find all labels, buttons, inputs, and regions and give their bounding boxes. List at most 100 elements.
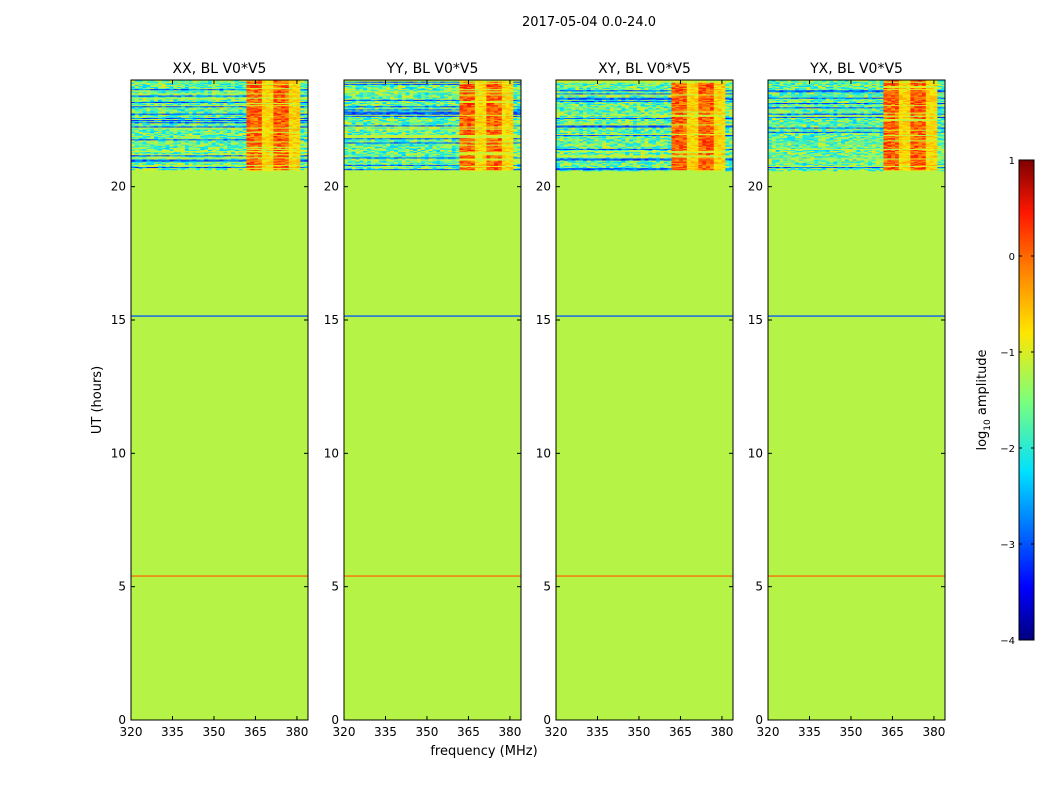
heatmap-cell [374,167,380,170]
heatmap-cell [223,103,228,106]
heatmap-cell [269,161,274,163]
heatmap-cell [207,106,213,109]
heatmap-cell [401,155,407,158]
heatmap-cell [304,128,308,130]
heatmap-cell [234,99,240,101]
heatmap-cell [234,149,240,151]
heatmap-cell [254,88,259,91]
heatmap-cell [242,100,248,102]
heatmap-cell [296,137,301,140]
heatmap-cell [269,81,274,83]
heatmap-cell [165,80,171,82]
heatmap-cell [207,146,213,148]
heatmap-cell [436,169,441,172]
heatmap-cell [300,86,305,89]
heatmap-cell [390,152,395,155]
heatmap-cell [296,123,301,126]
heatmap-cell [138,142,144,145]
heatmap-cell [146,155,151,158]
heatmap-cell [146,99,151,101]
heatmap-cell [281,93,286,96]
heatmap-cell [192,133,198,135]
heatmap-cell [292,168,298,171]
heatmap-cell [261,145,267,147]
heatmap-cell [165,141,171,144]
heatmap-cell [417,146,422,148]
heatmap-cell [200,140,205,143]
heatmap-cell [284,131,290,133]
heatmap-cell [300,149,305,151]
heatmap-cell [517,154,521,157]
heatmap-cell [173,89,178,92]
heatmap-cell [138,135,144,138]
heatmap-cell [238,92,244,95]
heatmap-cell [161,106,167,109]
heatmap-cell [250,144,255,146]
heatmap-cell [215,157,221,160]
heatmap-cell [204,88,209,91]
heatmap-cell [231,113,236,115]
heatmap-cell [281,105,286,108]
heatmap-cell [513,166,518,169]
heatmap-cell [223,121,228,124]
heatmap-cell [134,136,140,139]
heatmap-cell [292,142,298,145]
heatmap-cell [304,113,308,115]
heatmap-cell [397,153,403,156]
heatmap-cell [501,158,507,161]
heatmap-cell [134,109,140,112]
heatmap-cell [250,112,255,114]
heatmap-cell [277,81,282,83]
heatmap-cell [173,128,178,130]
heatmap-cell [165,161,171,163]
heatmap-cell [181,96,186,98]
heatmap-cell [250,114,255,116]
heatmap-cell [246,117,251,119]
heatmap-cell [347,162,353,164]
heatmap-cell [401,147,407,149]
heatmap-cell [234,89,240,92]
heatmap-cell [165,145,171,147]
heatmap-cell [474,167,480,170]
heatmap-cell [292,94,298,97]
heatmap-cell [254,118,259,121]
heatmap-cell [215,86,221,89]
heatmap-cell [292,153,298,156]
heatmap-cell [501,166,507,169]
heatmap-cell [292,123,298,126]
heatmap-cell [300,108,305,111]
heatmap-cell [505,148,511,150]
heatmap-cell [257,109,263,112]
heatmap-cell [347,167,353,170]
heatmap-cell [150,84,155,86]
heatmap-cell [288,100,294,102]
heatmap-cell [273,104,278,107]
heatmap-cell [242,157,248,160]
heatmap-cell [281,94,286,97]
heatmap-cell [204,100,209,102]
heatmap-cell [288,103,294,106]
heatmap-cell [281,117,286,119]
heatmap-cell [246,165,251,167]
heatmap-cell [463,148,468,150]
heatmap-cell [284,144,290,146]
heatmap-cell [134,114,140,116]
heatmap-cell [138,115,144,117]
heatmap-cell [344,161,349,163]
heatmap-cell [463,149,468,151]
heatmap-cell [211,122,217,125]
heatmap-cell [150,106,155,109]
heatmap-cell [284,85,290,87]
heatmap-cell [459,162,464,164]
heatmap-cell [131,83,136,85]
heatmap-cell [169,153,174,156]
heatmap-cell [246,149,251,151]
heatmap-cell [188,117,194,119]
heatmap-cell [173,106,178,109]
heatmap-cell [165,94,171,97]
heatmap-cell [184,145,190,147]
heatmap-cell [292,86,298,89]
heatmap-cell [131,125,136,128]
heatmap-cell [288,101,294,103]
heatmap-cell [242,107,248,110]
